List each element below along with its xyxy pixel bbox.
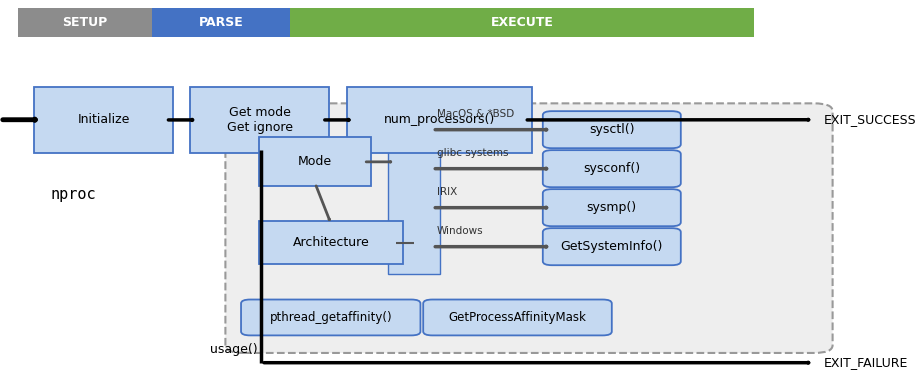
Text: sysconf(): sysconf() xyxy=(583,162,640,175)
Text: PARSE: PARSE xyxy=(199,16,243,29)
FancyBboxPatch shape xyxy=(259,137,370,186)
FancyBboxPatch shape xyxy=(542,150,680,187)
Text: num_processors(): num_processors() xyxy=(383,113,494,126)
FancyBboxPatch shape xyxy=(34,87,173,153)
Text: Mode: Mode xyxy=(298,155,332,168)
FancyBboxPatch shape xyxy=(259,221,403,264)
Text: EXIT_FAILURE: EXIT_FAILURE xyxy=(823,356,907,369)
FancyBboxPatch shape xyxy=(289,8,754,37)
Text: usage(): usage() xyxy=(210,343,257,356)
FancyBboxPatch shape xyxy=(18,8,152,37)
FancyBboxPatch shape xyxy=(241,300,420,335)
FancyBboxPatch shape xyxy=(225,103,832,353)
Text: gnulib: gnulib xyxy=(253,119,301,133)
Text: Get mode
Get ignore: Get mode Get ignore xyxy=(227,106,292,134)
Text: GetSystemInfo(): GetSystemInfo() xyxy=(560,240,663,253)
FancyBboxPatch shape xyxy=(423,300,611,335)
Text: glibc systems: glibc systems xyxy=(437,148,508,158)
Text: SETUP: SETUP xyxy=(62,16,108,29)
Text: pthread_getaffinity(): pthread_getaffinity() xyxy=(269,311,391,324)
Text: GetProcessAffinityMask: GetProcessAffinityMask xyxy=(448,311,585,324)
FancyBboxPatch shape xyxy=(388,116,439,274)
FancyBboxPatch shape xyxy=(346,87,531,153)
FancyBboxPatch shape xyxy=(152,8,289,37)
Text: sysctl(): sysctl() xyxy=(588,123,634,136)
Text: MacOS & *BSD: MacOS & *BSD xyxy=(437,109,514,119)
Text: nproc: nproc xyxy=(51,188,96,202)
Text: Initialize: Initialize xyxy=(77,113,130,126)
Text: sysmp(): sysmp() xyxy=(586,201,636,214)
Text: EXECUTE: EXECUTE xyxy=(490,16,553,29)
FancyBboxPatch shape xyxy=(542,228,680,265)
Text: Architecture: Architecture xyxy=(292,236,369,249)
Text: EXIT_SUCCESS: EXIT_SUCCESS xyxy=(823,113,915,126)
Text: IRIX: IRIX xyxy=(437,187,457,197)
FancyBboxPatch shape xyxy=(542,189,680,226)
FancyBboxPatch shape xyxy=(542,111,680,148)
FancyBboxPatch shape xyxy=(190,87,329,153)
Text: Windows: Windows xyxy=(437,226,483,236)
